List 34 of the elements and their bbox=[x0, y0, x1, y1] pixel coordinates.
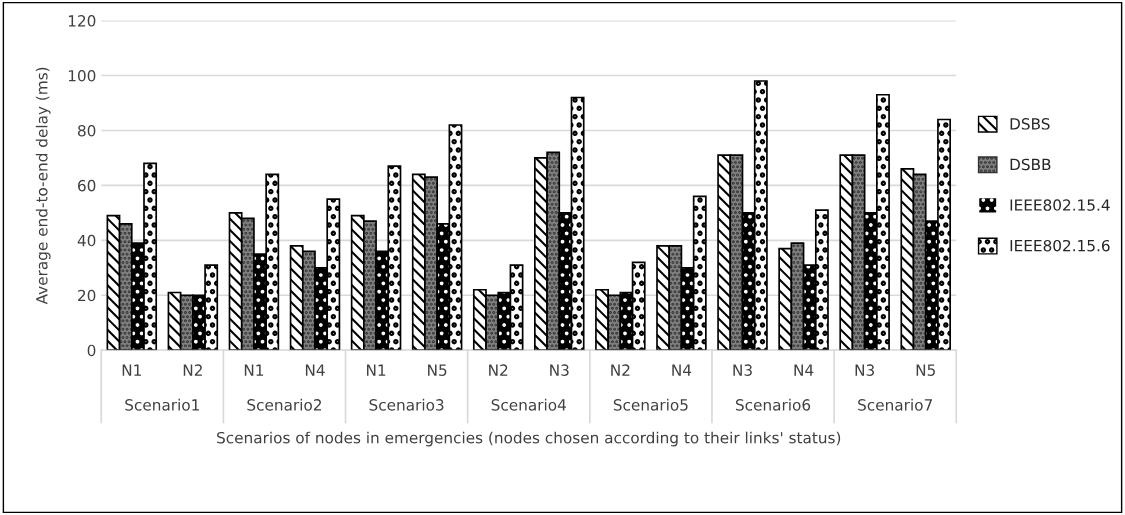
y-tick-label: 20 bbox=[78, 289, 96, 302]
x-tick-label: N1 bbox=[367, 364, 386, 376]
y-tick-label: 80 bbox=[77, 124, 96, 137]
y-tick-label: 100 bbox=[68, 70, 96, 82]
x-tick-label: N3 bbox=[855, 364, 874, 376]
text: Scenario2 bbox=[247, 398, 321, 411]
x-tick-label: N2 bbox=[489, 364, 508, 376]
x-tick-label: N5 bbox=[428, 364, 447, 376]
text: Scenario4 bbox=[491, 398, 566, 411]
text: Scenario6 bbox=[735, 398, 811, 411]
text: Scenario7 bbox=[858, 398, 932, 411]
text: Scenario3 bbox=[369, 398, 444, 411]
x-tick-label: N4 bbox=[794, 364, 814, 376]
x-tick-label: N1 bbox=[122, 364, 141, 376]
x-tick-label: N3 bbox=[550, 364, 569, 376]
x-axis-title: Scenarios of nodes in emergencies (nodes chosen according to their links' status) bbox=[217, 431, 841, 447]
legend-label: DSBS bbox=[1010, 118, 1050, 130]
x-tick-label: N2 bbox=[611, 364, 630, 376]
y-tick-label: 0 bbox=[87, 344, 96, 357]
y-tick-label: 60 bbox=[78, 179, 96, 192]
y-tick-label: 40 bbox=[77, 234, 96, 247]
x-tick-label: N4 bbox=[672, 364, 692, 376]
x-tick-label: N4 bbox=[305, 364, 325, 376]
y-axis-title: Average end-to-end delay (ms) bbox=[35, 67, 51, 305]
text: Scenario1 bbox=[125, 398, 199, 411]
legend-label: IEEE802.15.6 bbox=[1010, 239, 1110, 252]
legend-label: DSBB bbox=[1010, 158, 1051, 171]
x-tick-label: N2 bbox=[183, 364, 202, 376]
y-tick-label: 120 bbox=[68, 15, 96, 27]
text: Scenario5 bbox=[613, 398, 688, 411]
legend-label: IEEE802.15.4 bbox=[1010, 199, 1110, 211]
x-tick-label: N3 bbox=[733, 364, 752, 376]
x-tick-label: N1 bbox=[244, 364, 264, 376]
x-tick-label: N5 bbox=[916, 364, 935, 376]
